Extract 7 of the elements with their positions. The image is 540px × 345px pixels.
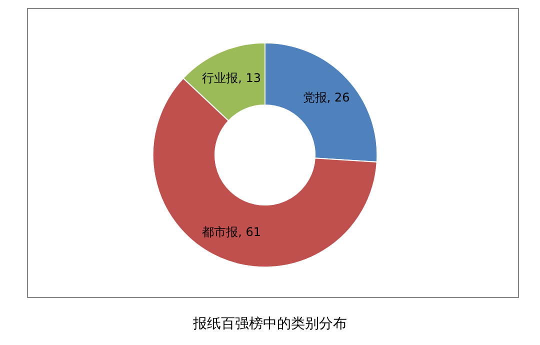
- slice-label: 党报: [302, 90, 327, 104]
- text: 报纸百强榜中的类别分布: [192, 316, 347, 332]
- slice-label: 都市报: [202, 225, 238, 240]
- data-label: , 26: [326, 90, 350, 104]
- data-label: , 61: [238, 225, 262, 240]
- slice-label: 行业报: [202, 70, 238, 85]
- data-label: , 13: [238, 70, 262, 85]
